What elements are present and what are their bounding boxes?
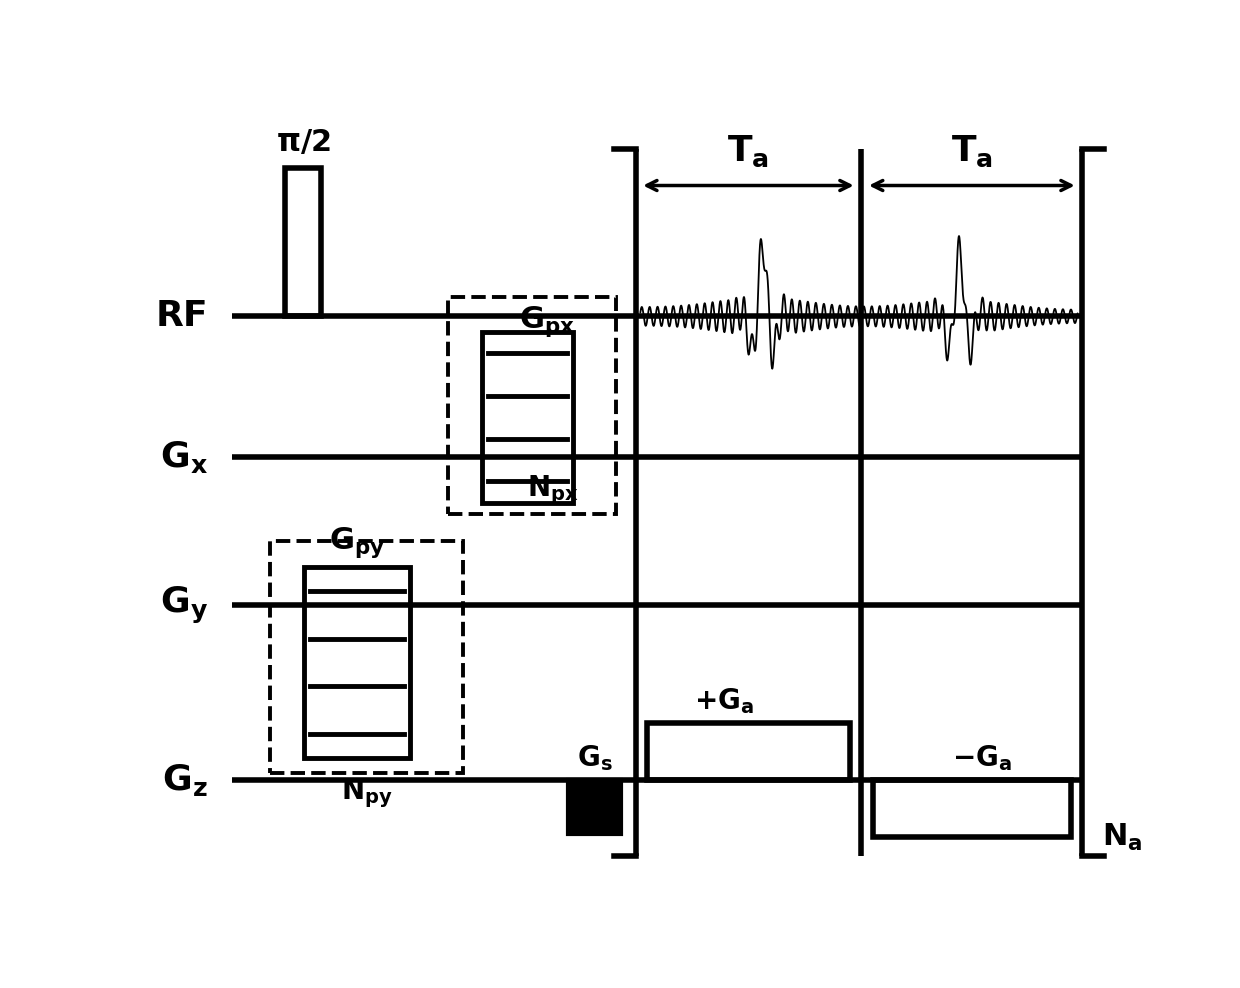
Bar — [647, 723, 849, 781]
Bar — [568, 781, 621, 834]
Text: $\mathbf{+G_a}$: $\mathbf{+G_a}$ — [694, 686, 754, 715]
Bar — [448, 297, 616, 514]
Text: RF: RF — [155, 299, 208, 333]
Text: $\mathbf{G_x}$: $\mathbf{G_x}$ — [160, 439, 208, 475]
Text: $\mathbf{G_y}$: $\mathbf{G_y}$ — [160, 585, 208, 626]
Text: $\mathbf{T_a}$: $\mathbf{T_a}$ — [951, 133, 993, 169]
Bar — [285, 168, 321, 316]
Text: $\mathbf{G_z}$: $\mathbf{G_z}$ — [162, 763, 208, 798]
Text: $\mathbf{-G_a}$: $\mathbf{-G_a}$ — [952, 743, 1012, 773]
Bar — [304, 567, 409, 758]
Text: $\mathbf{N_{py}}$: $\mathbf{N_{py}}$ — [341, 777, 392, 810]
Text: $\mathbf{N_a}$: $\mathbf{N_a}$ — [1101, 822, 1142, 853]
Text: $\mathbf{G_s}$: $\mathbf{G_s}$ — [577, 743, 613, 773]
Bar — [873, 781, 1071, 838]
Text: $\mathbf{\pi/2}$: $\mathbf{\pi/2}$ — [275, 127, 330, 157]
Text: $\mathbf{G_{px}}$: $\mathbf{G_{px}}$ — [518, 304, 574, 339]
Bar — [270, 540, 463, 773]
Bar — [481, 332, 573, 503]
Text: $\mathbf{T_a}$: $\mathbf{T_a}$ — [728, 133, 770, 169]
Text: $\mathbf{N_{px}}$: $\mathbf{N_{px}}$ — [527, 473, 578, 507]
Text: $\mathbf{G_{py}}$: $\mathbf{G_{py}}$ — [329, 525, 384, 560]
